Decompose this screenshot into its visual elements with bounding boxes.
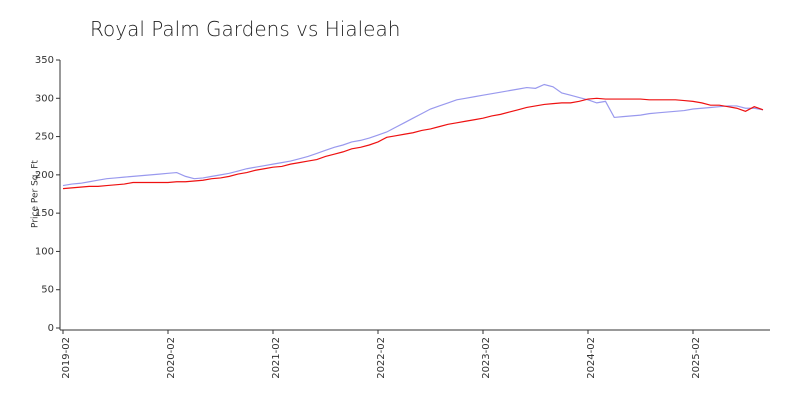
x-tick-label: 2022-02 xyxy=(376,337,387,379)
y-tick-label: 150 xyxy=(35,208,54,219)
series-line xyxy=(62,97,764,190)
y-tick-label: 100 xyxy=(35,246,54,257)
x-tick-label: 2021-02 xyxy=(271,337,282,379)
y-tick-label: 300 xyxy=(35,93,54,104)
y-tick-label: 0 xyxy=(48,323,54,334)
x-tick-label: 2023-02 xyxy=(481,337,492,379)
y-tick-label: 50 xyxy=(41,285,54,296)
x-tick-label: 2019-02 xyxy=(61,337,72,379)
y-tick-label: 350 xyxy=(35,55,54,66)
chart-title: Royal Palm Gardens vs Hialeah xyxy=(90,17,400,41)
series-line xyxy=(62,83,764,187)
y-axis-label: Price Per Sq. Ft xyxy=(31,160,41,228)
x-tick-label: 2020-02 xyxy=(166,337,177,379)
y-tick-label: 200 xyxy=(35,170,54,181)
x-tick-label: 2025-02 xyxy=(691,337,702,379)
x-tick-label: 2024-02 xyxy=(586,337,597,379)
y-tick-label: 250 xyxy=(35,132,54,143)
